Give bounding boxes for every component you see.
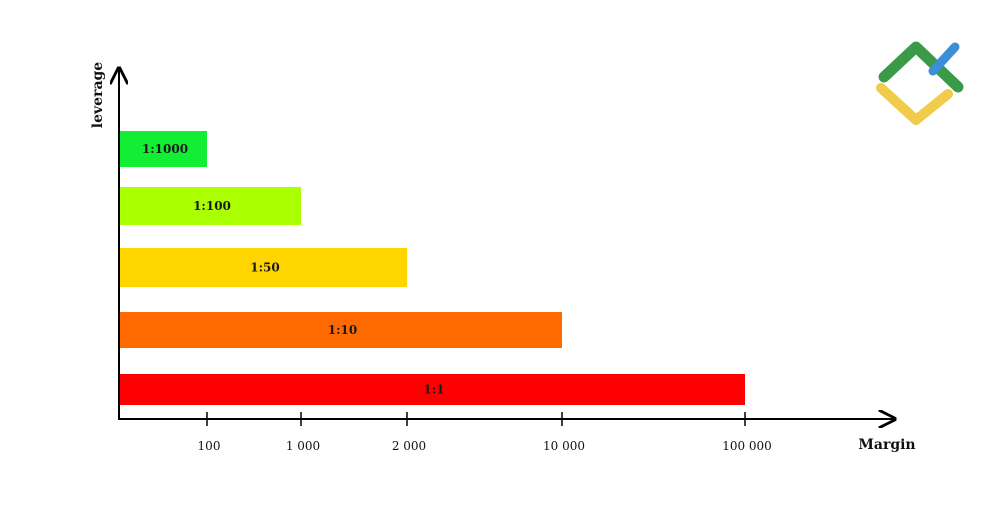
bars-group: 1:1000 1:100 1:50 1:10 1:1 xyxy=(120,131,745,405)
x-tick-label: 100 000 xyxy=(722,439,772,453)
y-axis-title: leverage xyxy=(90,62,106,129)
bar-1 xyxy=(120,131,207,167)
bar-5 xyxy=(120,374,745,405)
bar-label: 1:50 xyxy=(250,261,279,275)
x-axis-title: Margin xyxy=(858,437,915,453)
bar-2 xyxy=(120,187,301,225)
brand-logo-icon xyxy=(876,41,964,125)
x-tick-label: 100 xyxy=(198,439,221,453)
x-tick-label: 2 000 xyxy=(392,439,426,453)
x-tick-label: 10 000 xyxy=(543,439,585,453)
bar-label: 1:10 xyxy=(328,323,357,337)
bar-3 xyxy=(120,248,407,287)
x-ticks-group: 100 1 000 2 000 10 000 100 000 xyxy=(198,412,772,453)
bar-4 xyxy=(120,312,562,348)
x-tick-label: 1 000 xyxy=(286,439,320,453)
bar-label: 1:1000 xyxy=(142,142,188,156)
bar-label: 1:100 xyxy=(193,199,231,213)
bar-label: 1:1 xyxy=(423,383,444,397)
